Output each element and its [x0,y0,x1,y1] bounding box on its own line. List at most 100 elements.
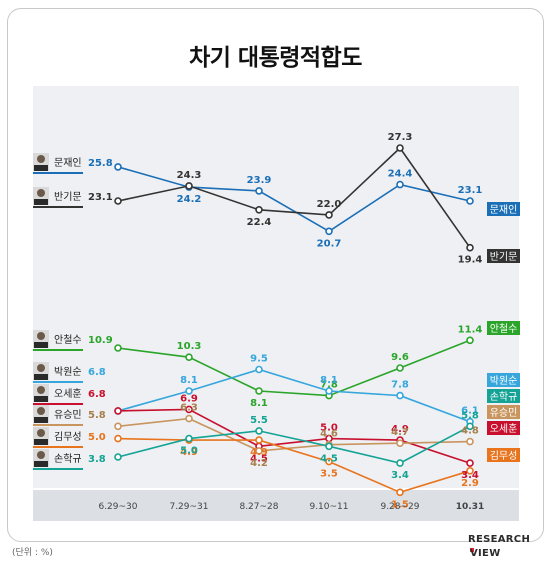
data-point [325,457,333,466]
data-label: 3.5 [320,469,338,480]
x-tick-label: 8.27~28 [239,502,278,512]
data-point [114,453,122,461]
data-point [114,422,122,431]
data-point [185,182,193,190]
data-point [466,466,474,475]
data-label: 4.9 [180,447,198,458]
legend-value: 10.9 [88,335,113,346]
data-label: 24.4 [388,169,413,180]
data-point [255,206,263,214]
right-tag-label: 박원순 [490,375,518,387]
data-label: 11.4 [458,324,483,335]
legend-name: 반기문 [54,191,82,203]
avatar-body [34,417,48,423]
legend-name: 박원순 [54,366,82,378]
data-point [325,227,333,236]
data-point [466,197,474,205]
right-tag [487,421,520,435]
data-point [325,387,333,395]
avatar [33,153,49,171]
legend-name: 김무성 [54,431,82,443]
data-label: 8.1 [250,398,268,409]
data-label: 24.3 [177,170,202,181]
right-tag [487,202,520,216]
right-tag [487,405,520,419]
data-label: 4.5 [250,453,268,464]
data-label: 7.8 [391,380,409,391]
data-point [255,365,263,374]
data-label: 22.4 [247,217,272,228]
avatar-head [37,155,45,163]
right-tag-label: 유승민 [490,407,518,419]
avatar-head [37,189,45,197]
data-point [466,437,474,446]
data-point [466,422,474,431]
data-label: 10.3 [177,341,202,352]
avatar-body [34,199,48,205]
avatar-body [34,374,48,380]
data-label: 5.5 [250,415,268,426]
data-point [255,436,263,444]
legend-value: 23.1 [88,192,113,203]
data-labels: 24.2 23.9 20.7 24.4 23.1 24.3 22.4 22.0 27.3 19.4… [177,132,483,510]
data-label: 4.5 [320,453,338,464]
legend-name: 문재인 [54,157,82,169]
data-point [255,387,263,395]
brand-logo: RESEARCH VIEW [468,534,548,559]
data-point [396,180,404,189]
right-tag-label: 안철수 [490,323,518,335]
data-label: 4.7 [391,427,409,438]
series-line-7 [117,425,471,464]
data-point [396,439,404,448]
left-legend: 문재인 25.8 반기문 23.1 안철수 10.9 박원순 6.8 오세훈 6.8 유승민 5.8 김… [33,153,113,470]
data-label: 6.3 [180,403,198,414]
avatar [33,187,49,205]
legend-value: 25.8 [88,158,113,169]
data-label: 9.6 [391,352,409,363]
page-title: 차기 대통령적합도 [189,45,362,71]
data-label: 2.9 [461,478,479,489]
data-point [114,407,122,415]
data-point [185,405,193,414]
legend-underline [33,424,83,426]
data-point [466,336,474,345]
data-label: 4.8 [461,426,479,437]
data-label: 4.2 [250,458,268,469]
legend-name: 손학규 [54,453,82,465]
brand-line1: RESEARCH [468,534,531,545]
avatar-head [37,332,45,340]
axis-band [33,490,519,521]
avatar-body [34,461,48,467]
series-line-4 [117,408,471,464]
data-label: 6.1 [461,406,479,417]
unit-label: (단위 : %) [12,548,53,558]
avatar-head [37,451,45,459]
series-line-5 [117,417,471,452]
data-point [255,187,263,195]
data-point [185,387,193,395]
data-point [114,163,122,171]
data-point [185,353,193,362]
avatar [33,405,49,423]
legend-underline [33,381,83,383]
x-axis-ticks: 6.29~30 7.29~31 8.27~28 9.10~11 9.28~29 10.31 [98,502,484,512]
legend-value: 5.8 [88,410,106,421]
data-point [396,144,404,152]
legend-underline [33,206,83,208]
data-point [325,442,333,451]
avatar-body [34,396,48,402]
data-label: 24.2 [177,194,202,205]
data-label: 5.0 [320,423,338,434]
x-tick-label: 7.29~31 [169,502,208,512]
data-point [325,211,333,219]
data-label: 8.1 [180,375,198,386]
legend-name: 안철수 [54,334,82,346]
data-point [255,447,263,455]
legend-underline [33,172,83,174]
series-line-6 [117,437,471,494]
data-label: 5.8 [461,410,479,421]
legend-name: 오세훈 [54,387,82,400]
data-point [396,391,404,400]
